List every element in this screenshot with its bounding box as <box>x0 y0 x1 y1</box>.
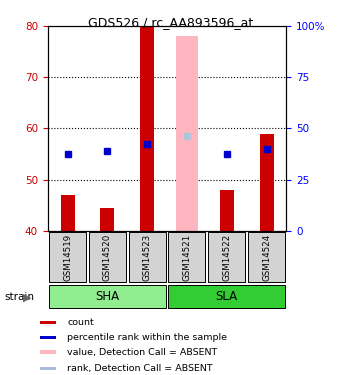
Text: SLA: SLA <box>216 290 238 303</box>
Text: rank, Detection Call = ABSENT: rank, Detection Call = ABSENT <box>67 364 213 373</box>
Text: GSM14521: GSM14521 <box>182 234 192 281</box>
Text: percentile rank within the sample: percentile rank within the sample <box>67 333 227 342</box>
Text: ▶: ▶ <box>23 293 32 303</box>
Bar <box>40 321 56 324</box>
FancyBboxPatch shape <box>89 232 126 282</box>
Text: GSM14524: GSM14524 <box>262 234 271 281</box>
FancyBboxPatch shape <box>248 232 285 282</box>
Bar <box>40 336 56 339</box>
FancyBboxPatch shape <box>49 232 86 282</box>
Bar <box>61 195 75 231</box>
Bar <box>220 190 234 231</box>
Text: SHA: SHA <box>95 290 119 303</box>
Text: GSM14522: GSM14522 <box>222 234 231 281</box>
Text: GSM14520: GSM14520 <box>103 234 112 281</box>
Bar <box>40 350 56 354</box>
Text: count: count <box>67 318 94 327</box>
Bar <box>260 134 273 231</box>
FancyBboxPatch shape <box>168 285 285 308</box>
FancyBboxPatch shape <box>168 232 206 282</box>
Text: GSM14519: GSM14519 <box>63 234 72 281</box>
Bar <box>40 367 56 370</box>
FancyBboxPatch shape <box>208 232 245 282</box>
Bar <box>101 208 114 231</box>
Bar <box>176 36 198 231</box>
Text: value, Detection Call = ABSENT: value, Detection Call = ABSENT <box>67 348 218 357</box>
FancyBboxPatch shape <box>49 285 166 308</box>
FancyBboxPatch shape <box>129 232 166 282</box>
Text: GDS526 / rc_AA893596_at: GDS526 / rc_AA893596_at <box>88 16 253 29</box>
Text: strain: strain <box>4 292 34 302</box>
Text: GSM14523: GSM14523 <box>143 234 152 281</box>
Bar <box>140 26 154 231</box>
